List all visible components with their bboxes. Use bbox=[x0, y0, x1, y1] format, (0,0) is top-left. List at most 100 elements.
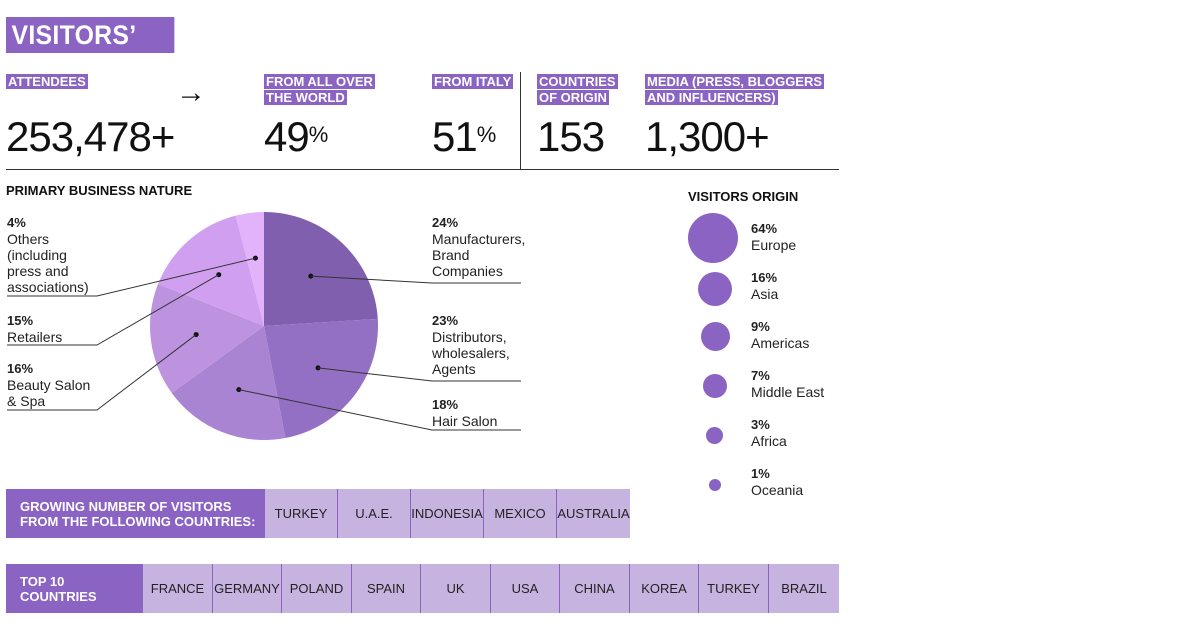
top10-country: GERMANY bbox=[212, 564, 281, 613]
stat-label-line: COUNTRIES bbox=[537, 74, 618, 89]
growing-country: INDONESIA bbox=[410, 489, 483, 538]
pie-leader-dot bbox=[308, 273, 314, 279]
origin-region: Americas bbox=[751, 335, 810, 351]
horizontal-divider bbox=[6, 169, 839, 170]
origin-label-africa: 3% Africa bbox=[751, 417, 787, 449]
pie-slice-others bbox=[235, 212, 264, 326]
origin-circle-oceania bbox=[709, 479, 721, 491]
pie-label-text: press and bbox=[7, 263, 69, 279]
origin-label-oceania: 1% Oceania bbox=[751, 466, 803, 498]
pie-label-text: & Spa bbox=[7, 393, 46, 409]
pie-slice-manufacturers bbox=[264, 212, 378, 326]
stat-number: 1,300+ bbox=[645, 113, 770, 160]
stat-label-media: MEDIA (PRESS, BLOGGERS AND INFLUENCERS) bbox=[645, 74, 825, 106]
band-heading-line: TOP 10 bbox=[20, 573, 65, 589]
origin-region: Middle East bbox=[751, 384, 825, 400]
growing-countries-band: GROWING NUMBER OF VISITORS FROM THE FOLL… bbox=[6, 489, 630, 538]
top10-country: POLAND bbox=[281, 564, 351, 613]
origin-region: Europe bbox=[751, 237, 797, 253]
stat-suffix: % bbox=[476, 122, 497, 147]
pie-label-text: Retailers bbox=[7, 329, 63, 345]
stat-number: 253,478+ bbox=[6, 113, 175, 160]
stat-value-countries: 153 bbox=[537, 113, 605, 160]
stat-number: 153 bbox=[537, 113, 605, 160]
stat-label-line: MEDIA (PRESS, BLOGGERS bbox=[645, 74, 825, 89]
pie-leader-dot bbox=[216, 272, 222, 278]
pie-label-text: Companies bbox=[432, 263, 503, 279]
arrow-right-icon: → bbox=[176, 76, 206, 109]
pie-label-text: (including bbox=[7, 247, 67, 263]
origin-label-americas: 9% Americas bbox=[751, 319, 809, 351]
growing-country: U.A.E. bbox=[337, 489, 410, 538]
pie-label-text: associations) bbox=[7, 279, 89, 295]
stat-label-line: FROM ALL OVER bbox=[264, 74, 375, 89]
origin-region: Africa bbox=[751, 433, 787, 449]
stat-value-italy: 51% bbox=[432, 116, 496, 158]
pie-label-text: Manufacturers, bbox=[432, 231, 526, 247]
page-title: VISITORS’ DATA bbox=[6, 17, 175, 86]
pie-label-retailers: 15% Retailers bbox=[7, 313, 62, 345]
top10-country: UK bbox=[420, 564, 490, 613]
pie-label-pct: 4% bbox=[7, 215, 26, 230]
growing-countries-heading: GROWING NUMBER OF VISITORS FROM THE FOLL… bbox=[6, 489, 264, 538]
pie-leader-dot bbox=[252, 255, 258, 261]
origin-circle-middle-east bbox=[703, 374, 727, 398]
pie-label-text: Hair Salon bbox=[432, 413, 498, 429]
pie-leader-dot bbox=[193, 332, 199, 338]
origin-pct: 1% bbox=[751, 466, 770, 481]
stat-label-countries: COUNTRIES OF ORIGIN bbox=[537, 74, 618, 106]
stat-label-line: ATTENDEES bbox=[6, 74, 88, 89]
stat-value-world: 49% bbox=[264, 116, 328, 158]
top10-country: KOREA bbox=[629, 564, 698, 613]
growing-country: MEXICO bbox=[483, 489, 556, 538]
pie-leader-dot bbox=[236, 387, 242, 393]
stat-value-media: 1,300+ bbox=[645, 113, 770, 160]
vertical-divider bbox=[520, 72, 521, 170]
origin-region: Oceania bbox=[751, 482, 804, 498]
pie-label-distributors: 23% Distributors, wholesalers, Agents bbox=[432, 313, 510, 377]
origin-label-asia: 16% Asia bbox=[751, 270, 778, 302]
origin-circle-africa bbox=[706, 427, 723, 444]
stat-label-line: OF ORIGIN bbox=[537, 90, 609, 105]
pie-label-pct: 15% bbox=[7, 313, 34, 328]
stat-value-attendees: 253,478+ bbox=[6, 113, 175, 160]
origin-chart-title: VISITORS ORIGIN bbox=[688, 189, 799, 204]
origin-pct: 64% bbox=[751, 221, 778, 236]
pie-slice-beauty-salon bbox=[150, 284, 264, 394]
growing-country: AUSTRALIA bbox=[556, 489, 630, 538]
origin-pct: 7% bbox=[751, 368, 770, 383]
band-heading-line: COUNTRIES bbox=[20, 588, 97, 604]
band-heading-line: FROM THE FOLLOWING COUNTRIES: bbox=[20, 513, 256, 529]
pie-chart-title: PRIMARY BUSINESS NATURE bbox=[6, 183, 193, 198]
pie-label-others: 4% Others (including press and associati… bbox=[7, 215, 89, 295]
top10-heading: TOP 10 COUNTRIES bbox=[6, 564, 142, 613]
stat-label-italy: FROM ITALY bbox=[432, 74, 514, 90]
pie-label-hair-salon: 18% Hair Salon bbox=[432, 397, 497, 429]
stat-label-line: AND INFLUENCERS) bbox=[645, 90, 778, 105]
growing-country: TURKEY bbox=[264, 489, 337, 538]
pie-label-pct: 24% bbox=[432, 215, 459, 230]
stat-label-world: FROM ALL OVER THE WORLD bbox=[264, 74, 375, 106]
origin-pct: 16% bbox=[751, 270, 778, 285]
pie-slice-distributors bbox=[264, 318, 378, 438]
pie-slice-retailers bbox=[158, 215, 264, 326]
pie-label-text: Distributors, bbox=[432, 329, 507, 345]
pie-label-pct: 23% bbox=[432, 313, 459, 328]
pie-label-text: Agents bbox=[432, 361, 476, 377]
pie-label-beauty-salon: 16% Beauty Salon & Spa bbox=[7, 361, 90, 409]
top10-country: BRAZIL bbox=[768, 564, 839, 613]
top10-country: SPAIN bbox=[351, 564, 420, 613]
pie-label-text: Brand bbox=[432, 247, 470, 263]
pie-label-text: wholesalers, bbox=[432, 345, 510, 361]
origin-circle-americas bbox=[701, 322, 730, 351]
top10-country: FRANCE bbox=[142, 564, 212, 613]
band-heading-line: GROWING NUMBER OF VISITORS bbox=[20, 498, 232, 514]
top10-countries-band: TOP 10 COUNTRIES FRANCE GERMANY POLAND S… bbox=[6, 564, 839, 613]
origin-region: Asia bbox=[751, 286, 779, 302]
stat-number: 49 bbox=[264, 113, 310, 160]
pie-label-manufacturers: 24% Manufacturers, Brand Companies bbox=[432, 215, 525, 279]
pie-label-pct: 16% bbox=[7, 361, 34, 376]
pie-slice-hair-salon bbox=[171, 326, 286, 440]
stat-number: 51 bbox=[432, 113, 478, 160]
origin-pct: 9% bbox=[751, 319, 770, 334]
